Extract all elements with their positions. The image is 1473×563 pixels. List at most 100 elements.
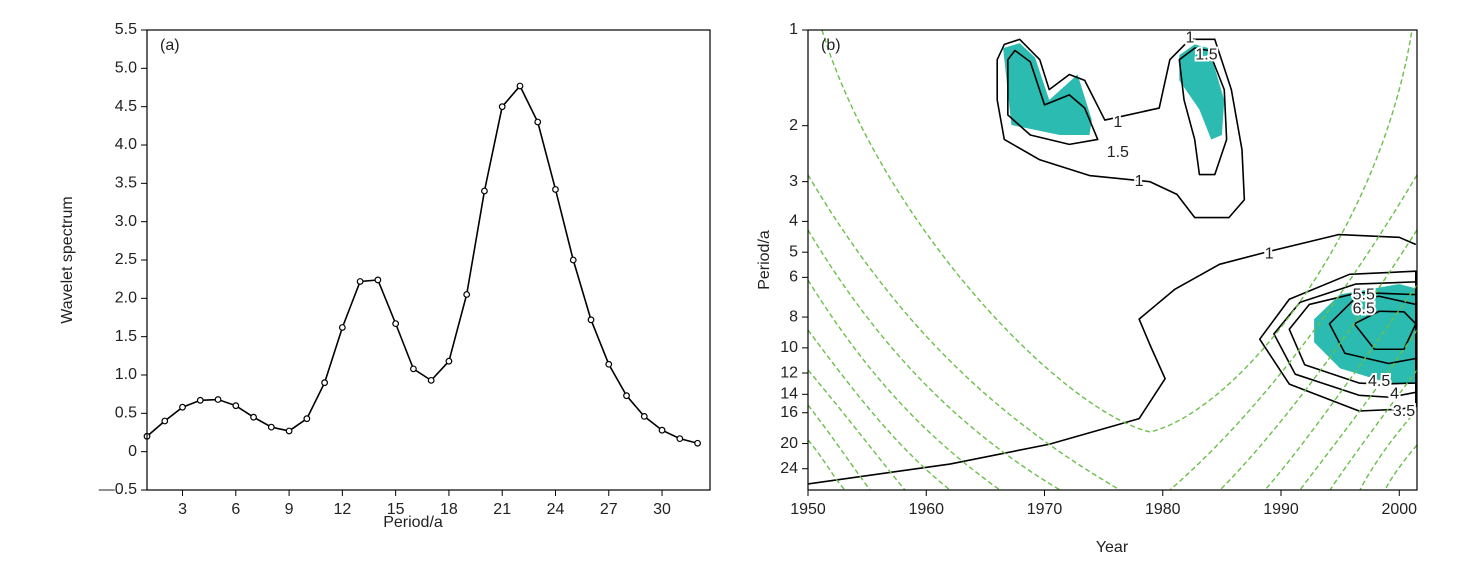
data-point xyxy=(569,256,577,264)
coi-line xyxy=(1329,369,1417,490)
x-tick-label: 30 xyxy=(653,501,671,518)
y-tick-label: 24 xyxy=(780,460,798,477)
x-tick-label: 2000 xyxy=(1381,501,1417,518)
contour-label: 1.5 xyxy=(1195,46,1217,63)
x-tick-label: 1970 xyxy=(1027,501,1063,518)
x-tick-label: 1990 xyxy=(1263,501,1299,518)
y-tick-label: 10 xyxy=(780,339,798,356)
data-point xyxy=(214,396,222,403)
x-tick-label: 1960 xyxy=(908,501,944,518)
coi-line xyxy=(808,404,871,490)
coi-line xyxy=(1219,229,1417,490)
data-line xyxy=(146,84,698,445)
contour-line xyxy=(1328,295,1417,365)
y-tick-label: 14 xyxy=(780,386,798,403)
data-point xyxy=(516,82,524,90)
y-tick-label: 4.5 xyxy=(115,98,137,115)
data-point xyxy=(694,439,701,447)
contour-label: 4.5 xyxy=(1368,373,1390,390)
shaded-region xyxy=(1179,44,1225,140)
data-point xyxy=(303,415,311,423)
coi-line xyxy=(1299,329,1417,490)
x-tick-label: 24 xyxy=(547,501,565,518)
line-plot xyxy=(143,82,701,447)
x-axis-label: Year xyxy=(1096,539,1129,556)
coi-line xyxy=(1359,409,1417,490)
y-axis-label: Wavelet spectrum xyxy=(59,196,76,323)
x-axis-label: Period/a xyxy=(383,514,443,531)
contour-label: 1 xyxy=(1265,246,1274,263)
y-tick-label: 1 xyxy=(789,21,798,38)
shaded-region xyxy=(1003,43,1092,136)
contour-line xyxy=(996,38,1246,219)
coi-line xyxy=(821,30,1413,433)
coi-line xyxy=(1169,174,1417,490)
contour-label: 5.5 xyxy=(1353,286,1375,303)
data-point xyxy=(179,403,186,411)
data-point xyxy=(481,187,488,195)
data-point xyxy=(427,376,435,384)
y-axis-label: Period/a xyxy=(756,230,773,290)
y-tick-label: 6 xyxy=(789,269,798,286)
contour-label: 1 xyxy=(1113,114,1122,131)
x-tick-label: 3 xyxy=(178,501,187,518)
coi-line xyxy=(808,174,1121,490)
x-tick-label: 6 xyxy=(231,501,240,518)
y-tick-label: 2.5 xyxy=(115,251,137,268)
y-tick-label: 1.5 xyxy=(115,328,137,345)
y-tick-label: 5.0 xyxy=(115,60,137,77)
shaded-region xyxy=(1314,284,1416,384)
y-tick-label: 0 xyxy=(128,443,137,460)
x-tick-label: 27 xyxy=(600,501,618,518)
y-tick-label: 1.0 xyxy=(115,366,137,383)
contour-plot xyxy=(808,38,1417,485)
y-tick-label: 4.0 xyxy=(115,136,137,153)
contour-label: 1 xyxy=(1135,173,1144,190)
y-tick-label: 3 xyxy=(789,173,798,190)
data-point xyxy=(658,426,666,434)
data-point xyxy=(196,396,204,404)
data-point xyxy=(392,320,400,328)
x-tick-label: 1980 xyxy=(1145,501,1181,518)
y-tick-label: 12 xyxy=(780,364,798,381)
y-tick-label: 20 xyxy=(780,435,798,452)
data-point xyxy=(356,278,364,285)
contour-label: 4 xyxy=(1390,386,1399,403)
coi-line xyxy=(1264,284,1417,490)
data-point xyxy=(250,413,257,421)
data-point xyxy=(587,316,595,324)
y-tick-label: 2 xyxy=(789,117,798,134)
coi-line xyxy=(808,229,1061,490)
panel-label: (b) xyxy=(821,37,841,54)
y-tick-label: 0.5 xyxy=(115,405,137,422)
plot-frame xyxy=(807,29,1418,491)
x-tick-label: 9 xyxy=(285,501,294,518)
data-point xyxy=(534,118,542,126)
data-point xyxy=(321,379,329,387)
data-point xyxy=(676,435,684,443)
data-point xyxy=(374,276,382,284)
data-point xyxy=(161,417,169,425)
panel-label: (a) xyxy=(160,37,180,54)
data-point xyxy=(498,103,506,111)
contour-label: 1 xyxy=(1186,29,1195,46)
x-tick-label: 12 xyxy=(333,501,351,518)
x-tick-label: 18 xyxy=(440,501,458,518)
data-point xyxy=(285,427,293,435)
y-tick-label: 2.0 xyxy=(115,290,137,307)
coi-line xyxy=(808,279,1001,490)
data-point xyxy=(623,392,630,400)
y-tick-label: 5 xyxy=(789,243,798,260)
contour-label: 3.5 xyxy=(1393,403,1415,420)
data-point xyxy=(338,324,346,331)
coi-line xyxy=(808,439,846,490)
data-point xyxy=(463,291,471,298)
y-tick-label: 16 xyxy=(780,404,798,421)
contour-label: 6.5 xyxy=(1353,300,1375,317)
coi-line xyxy=(808,369,906,490)
y-tick-label: 3.5 xyxy=(115,175,137,192)
data-point xyxy=(605,360,613,368)
